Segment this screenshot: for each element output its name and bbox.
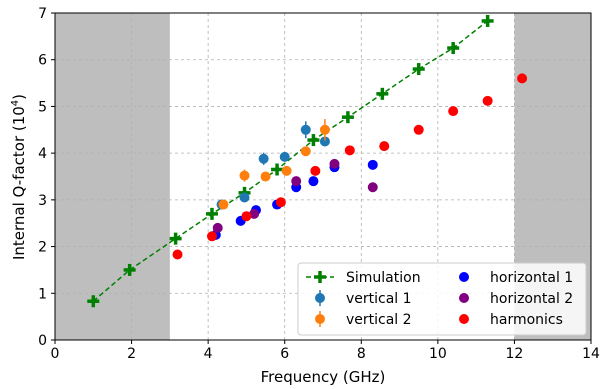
legend-marker xyxy=(459,272,469,282)
data-point xyxy=(307,134,320,147)
plot-frame xyxy=(54,12,592,341)
data-point xyxy=(341,111,354,124)
data-point xyxy=(87,295,100,308)
legend-marker xyxy=(459,314,469,324)
data-point xyxy=(212,222,223,233)
data-point xyxy=(300,124,311,135)
data-point xyxy=(271,163,284,176)
legend-marker xyxy=(315,293,325,303)
x-tick-label: 6 xyxy=(280,346,289,362)
legend-label: harmonics xyxy=(490,312,563,328)
data-point xyxy=(205,207,218,220)
data-point xyxy=(448,106,459,117)
legend-item: harmonics xyxy=(459,312,563,328)
data-point xyxy=(169,232,182,245)
y-axis-label-exponent: 4 xyxy=(10,100,21,106)
y-tick-label: 3 xyxy=(38,193,47,209)
data-point xyxy=(241,211,252,222)
x-tick-label: 4 xyxy=(204,346,213,362)
x-tick-label: 0 xyxy=(51,346,60,362)
data-point xyxy=(447,42,460,55)
y-tick-label: 5 xyxy=(38,99,47,115)
series-line xyxy=(92,20,489,302)
x-axis-ticks: 0 2 4 6 8 10 12 14 xyxy=(51,340,600,362)
data-point xyxy=(319,136,330,147)
shaded-region xyxy=(55,13,170,340)
series-simulation xyxy=(87,14,494,308)
series-layer xyxy=(87,14,528,308)
data-point xyxy=(279,151,290,162)
data-point xyxy=(249,208,260,219)
y-tick-label: 2 xyxy=(38,240,47,256)
legend-label: horizontal 2 xyxy=(490,291,573,307)
data-point xyxy=(344,145,355,156)
y-axis-label: Internal Q-factor (104) xyxy=(10,94,28,260)
data-point xyxy=(367,159,378,170)
legend-item: vertical 1 xyxy=(315,290,412,307)
data-point xyxy=(319,124,330,135)
data-point xyxy=(376,87,389,100)
data-point xyxy=(281,165,292,176)
data-point xyxy=(258,153,269,164)
legend-item: horizontal 1 xyxy=(459,270,573,286)
data-point xyxy=(517,73,528,84)
legend-marker xyxy=(459,293,469,303)
legend-item: Simulation xyxy=(306,270,421,286)
legend-item: vertical 2 xyxy=(315,311,412,328)
data-point xyxy=(367,182,378,193)
y-axis-label-main: Internal Q-factor (10 xyxy=(10,106,28,260)
data-point xyxy=(218,199,229,210)
legend-marker xyxy=(314,271,326,283)
legend-label: Simulation xyxy=(346,270,421,286)
series-harmonics xyxy=(172,73,528,260)
data-point xyxy=(481,14,494,27)
data-point xyxy=(172,249,183,260)
data-point xyxy=(482,95,493,106)
legend-marker xyxy=(315,314,325,324)
data-point xyxy=(123,263,136,276)
data-point xyxy=(206,231,217,242)
y-tick-label: 1 xyxy=(38,286,47,302)
data-point xyxy=(329,158,340,169)
legend-box xyxy=(297,262,587,336)
data-point xyxy=(379,141,390,152)
series-vertical-2 xyxy=(218,119,330,210)
series-horizontal-2 xyxy=(212,158,378,233)
x-tick-label: 14 xyxy=(582,346,600,362)
y-axis-ticks: 0 1 2 3 4 5 6 7 xyxy=(38,6,55,349)
data-point xyxy=(239,170,250,181)
data-point xyxy=(300,146,311,157)
shaded-regions xyxy=(55,13,591,340)
data-point xyxy=(275,197,286,208)
data-point xyxy=(413,124,424,135)
y-tick-label: 0 xyxy=(38,333,47,349)
y-tick-label: 4 xyxy=(38,146,47,162)
x-tick-label: 12 xyxy=(506,346,524,362)
series-vertical-1 xyxy=(216,121,330,210)
legend-label: horizontal 1 xyxy=(490,270,573,286)
x-tick-label: 8 xyxy=(357,346,366,362)
y-tick-label: 7 xyxy=(38,6,47,22)
data-point xyxy=(239,192,250,203)
legend-label: vertical 1 xyxy=(346,291,412,307)
data-point xyxy=(310,165,321,176)
x-tick-label: 10 xyxy=(429,346,447,362)
y-tick-label: 6 xyxy=(38,53,47,69)
legend: Simulation vertical 1 vertical 2 horizontal… xyxy=(297,262,587,336)
data-point xyxy=(291,176,302,187)
x-tick-label: 2 xyxy=(127,346,136,362)
data-point xyxy=(308,176,319,187)
x-axis-label: Frequency (GHz) xyxy=(261,368,386,386)
data-point xyxy=(412,63,425,76)
y-axis-label-tail: ) xyxy=(10,94,28,100)
legend-item: horizontal 2 xyxy=(459,291,573,307)
data-point xyxy=(260,171,271,182)
legend-label: vertical 2 xyxy=(346,312,412,328)
